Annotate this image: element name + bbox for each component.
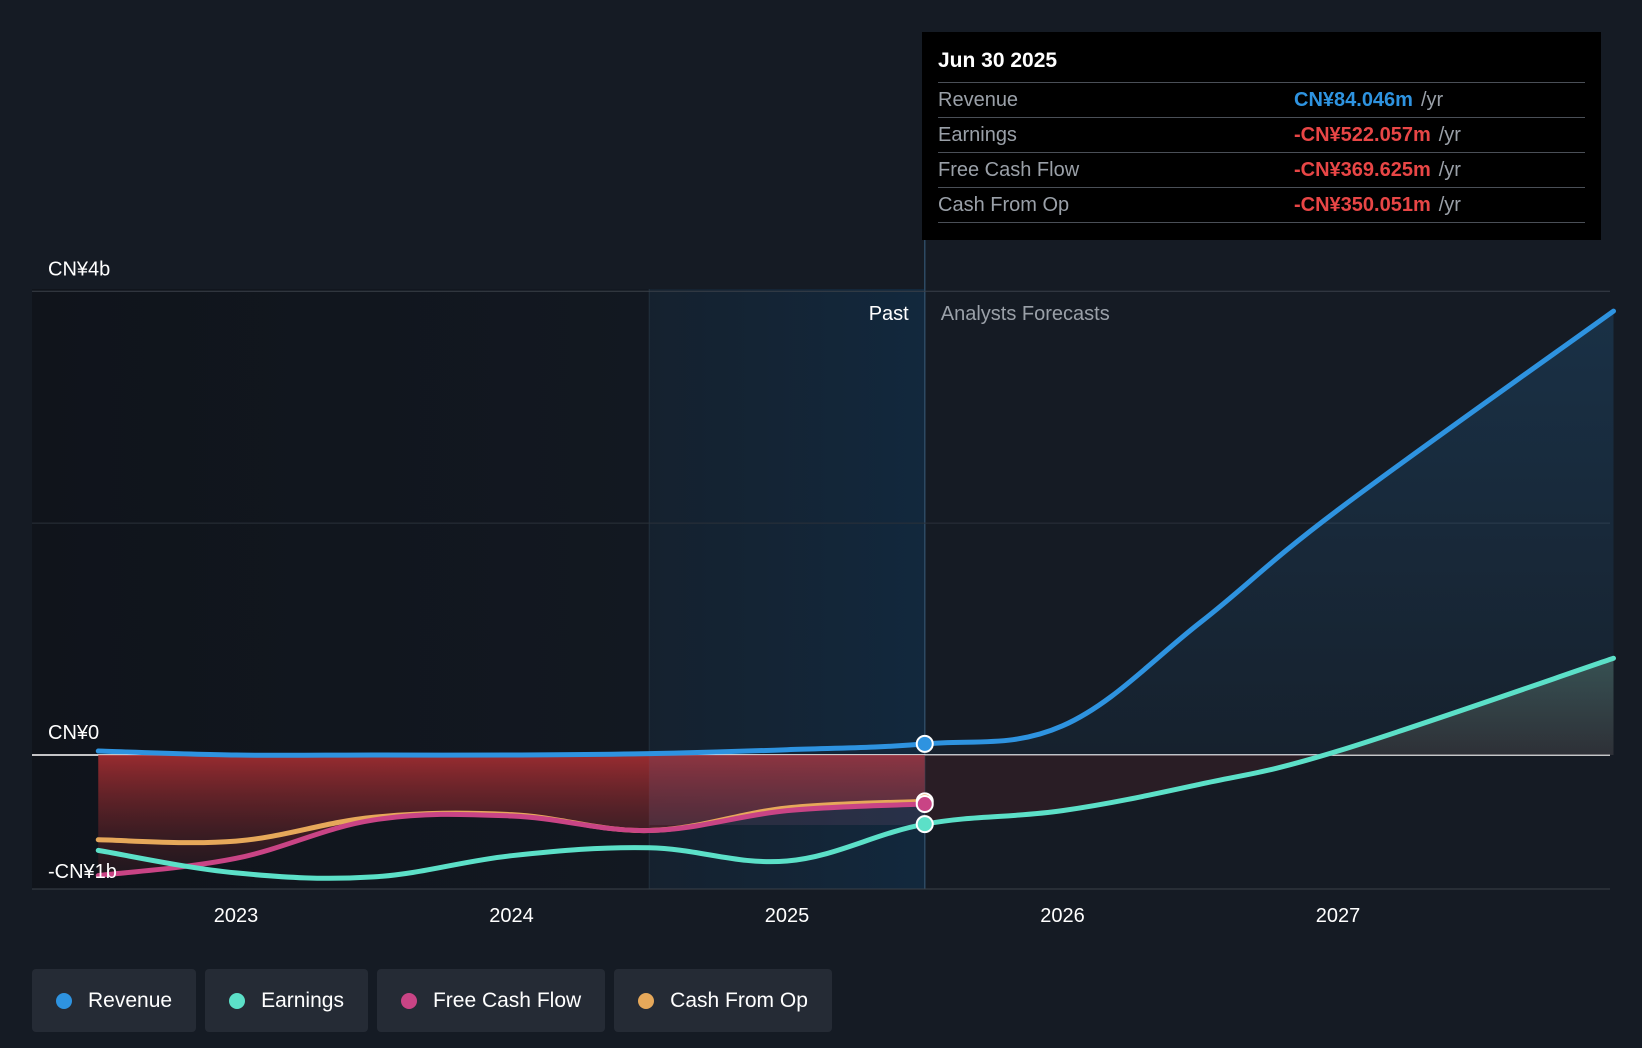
earnings-forecast-negative-fill	[924, 658, 1614, 825]
tooltip-unit: /yr	[1438, 158, 1461, 181]
y-tick-label: CN¥0	[48, 722, 99, 744]
legend-label: Revenue	[88, 988, 173, 1012]
marker-free-cash-flow	[915, 795, 934, 814]
y-tick-label: CN¥4b	[48, 258, 110, 280]
tooltip-row-revenue: Revenue CN¥84.046m /yr	[938, 82, 1585, 117]
tooltip-value: -CN¥369.625m	[1294, 158, 1431, 181]
series-line-earnings	[95, 655, 1616, 881]
revenue-forecast-fill	[924, 311, 1614, 755]
tooltip-name: Cash From Op	[938, 193, 1070, 216]
tooltip-unit: /yr	[1438, 123, 1461, 146]
legend-dot-icon	[638, 992, 655, 1009]
legend-label: Cash From Op	[670, 988, 808, 1012]
legend-dot-icon	[229, 992, 246, 1009]
tooltip-name: Revenue	[938, 88, 1019, 111]
marker-revenue	[915, 734, 934, 753]
tooltip: Jun 30 2025 Revenue CN¥84.046m /yr Earni…	[922, 32, 1601, 240]
tooltip-unit: /yr	[1420, 88, 1444, 111]
tooltip-date: Jun 30 2025	[938, 49, 1058, 72]
tooltip-unit: /yr	[1438, 193, 1461, 216]
tooltip-value: -CN¥522.057m	[1294, 123, 1431, 146]
legend: Revenue Earnings Free Cash Flow Cash Fro…	[32, 969, 832, 1032]
tooltip-name: Earnings	[938, 123, 1017, 146]
earnings-forecast-positive-fill	[1311, 658, 1614, 760]
legend-dot-icon	[56, 992, 72, 1009]
highlight-negative-tint	[649, 755, 925, 825]
x-tick-label: 2026	[1040, 905, 1085, 927]
tooltip-value: -CN¥350.051m	[1294, 193, 1431, 216]
forecast-label: Analysts Forecasts	[941, 303, 1110, 325]
tooltip-row-earnings: Earnings -CN¥522.057m /yr	[938, 117, 1585, 152]
legend-item-earnings[interactable]: Earnings	[205, 969, 368, 1032]
legend-item-free-cash-flow[interactable]: Free Cash Flow	[376, 969, 606, 1032]
x-tick-label: 2023	[214, 905, 259, 927]
legend-label: Earnings	[261, 988, 344, 1012]
tooltip-value: CN¥84.046m	[1294, 88, 1413, 111]
legend-item-revenue[interactable]: Revenue	[32, 969, 197, 1032]
x-tick-label: 2025	[765, 905, 810, 927]
x-tick-label: 2024	[489, 905, 534, 927]
tooltip-row-cash-from-op: Cash From Op -CN¥350.051m /yr	[938, 187, 1585, 223]
tooltip-name: Free Cash Flow	[938, 158, 1080, 181]
x-tick-label: 2027	[1316, 905, 1361, 927]
y-tick-label: -CN¥1b	[48, 861, 117, 883]
series-line-free-cash-flow	[95, 801, 928, 879]
legend-label: Free Cash Flow	[432, 988, 582, 1012]
legend-item-cash-from-op[interactable]: Cash From Op	[614, 969, 832, 1032]
tooltip-row-free-cash-flow: Free Cash Flow -CN¥369.625m /yr	[938, 152, 1585, 187]
series-line-revenue	[95, 308, 1616, 758]
legend-dot-icon	[400, 992, 417, 1009]
marker-earnings	[915, 815, 934, 834]
past-label: Past	[869, 303, 909, 325]
